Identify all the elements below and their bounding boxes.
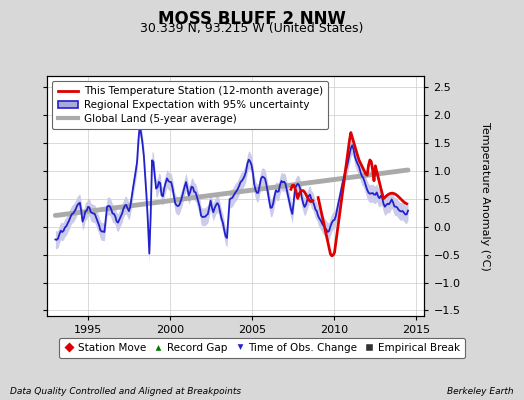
Text: 30.339 N, 93.215 W (United States): 30.339 N, 93.215 W (United States) [140,22,363,35]
Text: Berkeley Earth: Berkeley Earth [447,387,514,396]
Text: Data Quality Controlled and Aligned at Breakpoints: Data Quality Controlled and Aligned at B… [10,387,242,396]
Y-axis label: Temperature Anomaly (°C): Temperature Anomaly (°C) [480,122,490,270]
Text: MOSS BLUFF 2 NNW: MOSS BLUFF 2 NNW [158,10,345,28]
Legend: Station Move, Record Gap, Time of Obs. Change, Empirical Break: Station Move, Record Gap, Time of Obs. C… [59,338,465,358]
Legend: This Temperature Station (12-month average), Regional Expectation with 95% uncer: This Temperature Station (12-month avera… [52,81,328,129]
